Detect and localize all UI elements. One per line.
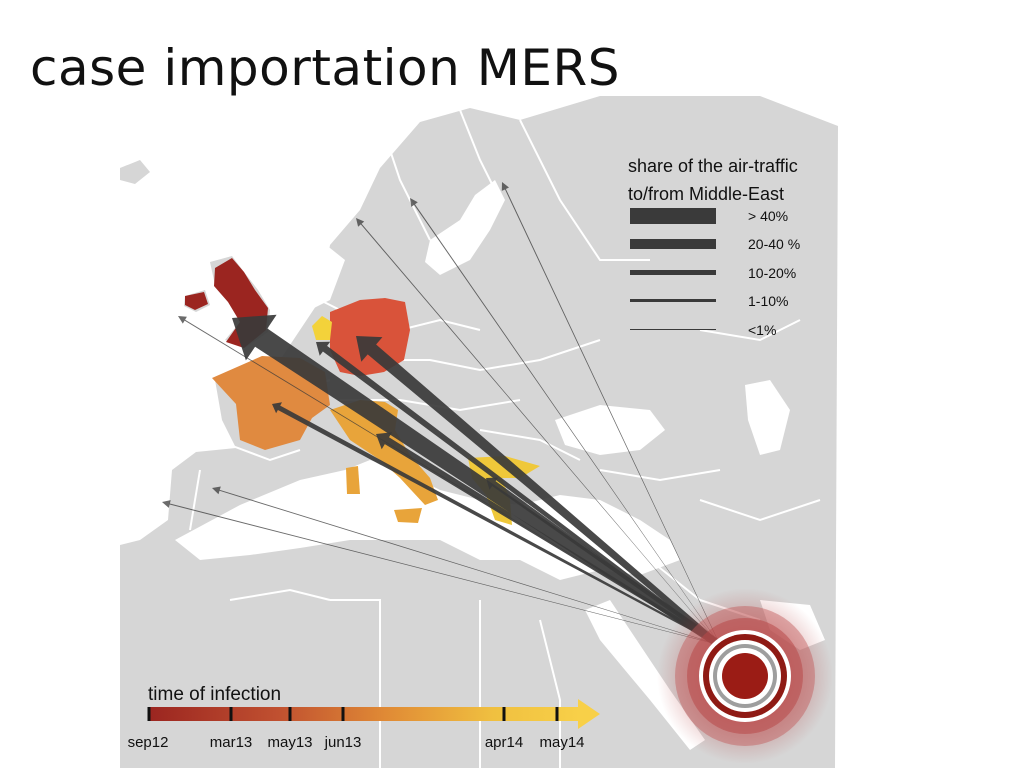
arrow-to-united-kingdom: [232, 314, 723, 649]
timeline-arrowhead-icon: [578, 699, 600, 729]
country-france: [212, 356, 330, 450]
timeline-label-apr14: apr14: [485, 734, 523, 751]
black-sea: [555, 405, 665, 455]
country-italy-sardinia: [346, 466, 360, 494]
arrow-to-finland: [501, 182, 721, 646]
legend-swatch-1-10: [630, 299, 716, 302]
legend-title-line1: share of the air-traffic: [628, 156, 798, 176]
timeline-label-may13: may13: [267, 734, 312, 751]
baltic-sea: [425, 180, 505, 275]
legend-swatch-lt1: [630, 329, 716, 330]
arrow-to-italy: [376, 432, 721, 647]
legend-swatch-20-40: [630, 239, 716, 249]
timeline-label-mar13: mar13: [210, 734, 253, 751]
timeline-label-sep12: sep12: [128, 734, 169, 751]
arrow-to-norway: [356, 218, 721, 646]
legend-label-10-20: 10-20%: [748, 265, 796, 281]
iceland-island: [120, 160, 150, 184]
arrow-to-germany: [356, 336, 722, 647]
caspian-sea: [745, 380, 790, 455]
country-italy-sicily: [394, 508, 422, 523]
country-netherlands: [312, 316, 332, 340]
slide-title: case importation MERS: [30, 39, 620, 97]
legend-title-line2: to/from Middle-East: [628, 184, 784, 204]
timeline-label-may14: may14: [539, 734, 584, 751]
outbreak-target-icon: [657, 588, 833, 764]
north-sea: [270, 240, 345, 315]
mediterranean-sea: [175, 460, 680, 580]
legend-label-1-10: 1-10%: [748, 293, 788, 309]
air-traffic-legend: share of the air-traffic to/from Middle-…: [628, 156, 800, 338]
legend-swatch-10-20: [630, 270, 716, 275]
arrow-to-netherlands: [316, 341, 721, 646]
arrow-to-portugal: [162, 500, 720, 646]
legend-swatch-gt40: [630, 208, 716, 224]
legend-label-lt1: <1%: [748, 322, 776, 338]
timeline-title: time of infection: [148, 684, 281, 705]
arrow-to-france: [272, 402, 721, 646]
arrow-to-sweden: [410, 198, 721, 646]
country-ireland: [185, 292, 208, 310]
arrow-to-northwest-1: [178, 316, 721, 646]
timeline-label-jun13: jun13: [324, 734, 362, 751]
legend-label-20-40: 20-40 %: [748, 236, 800, 252]
flight-arrows: [162, 182, 723, 649]
time-of-infection-scale: time of infection sep12 mar13 may13 jun13 ap…: [128, 684, 600, 751]
sea-layer: [175, 180, 825, 750]
timeline-bar: [148, 707, 580, 721]
arrow-to-greece: [486, 477, 721, 646]
legend-label-gt40: > 40%: [748, 208, 788, 224]
arrow-to-spain: [212, 486, 721, 646]
